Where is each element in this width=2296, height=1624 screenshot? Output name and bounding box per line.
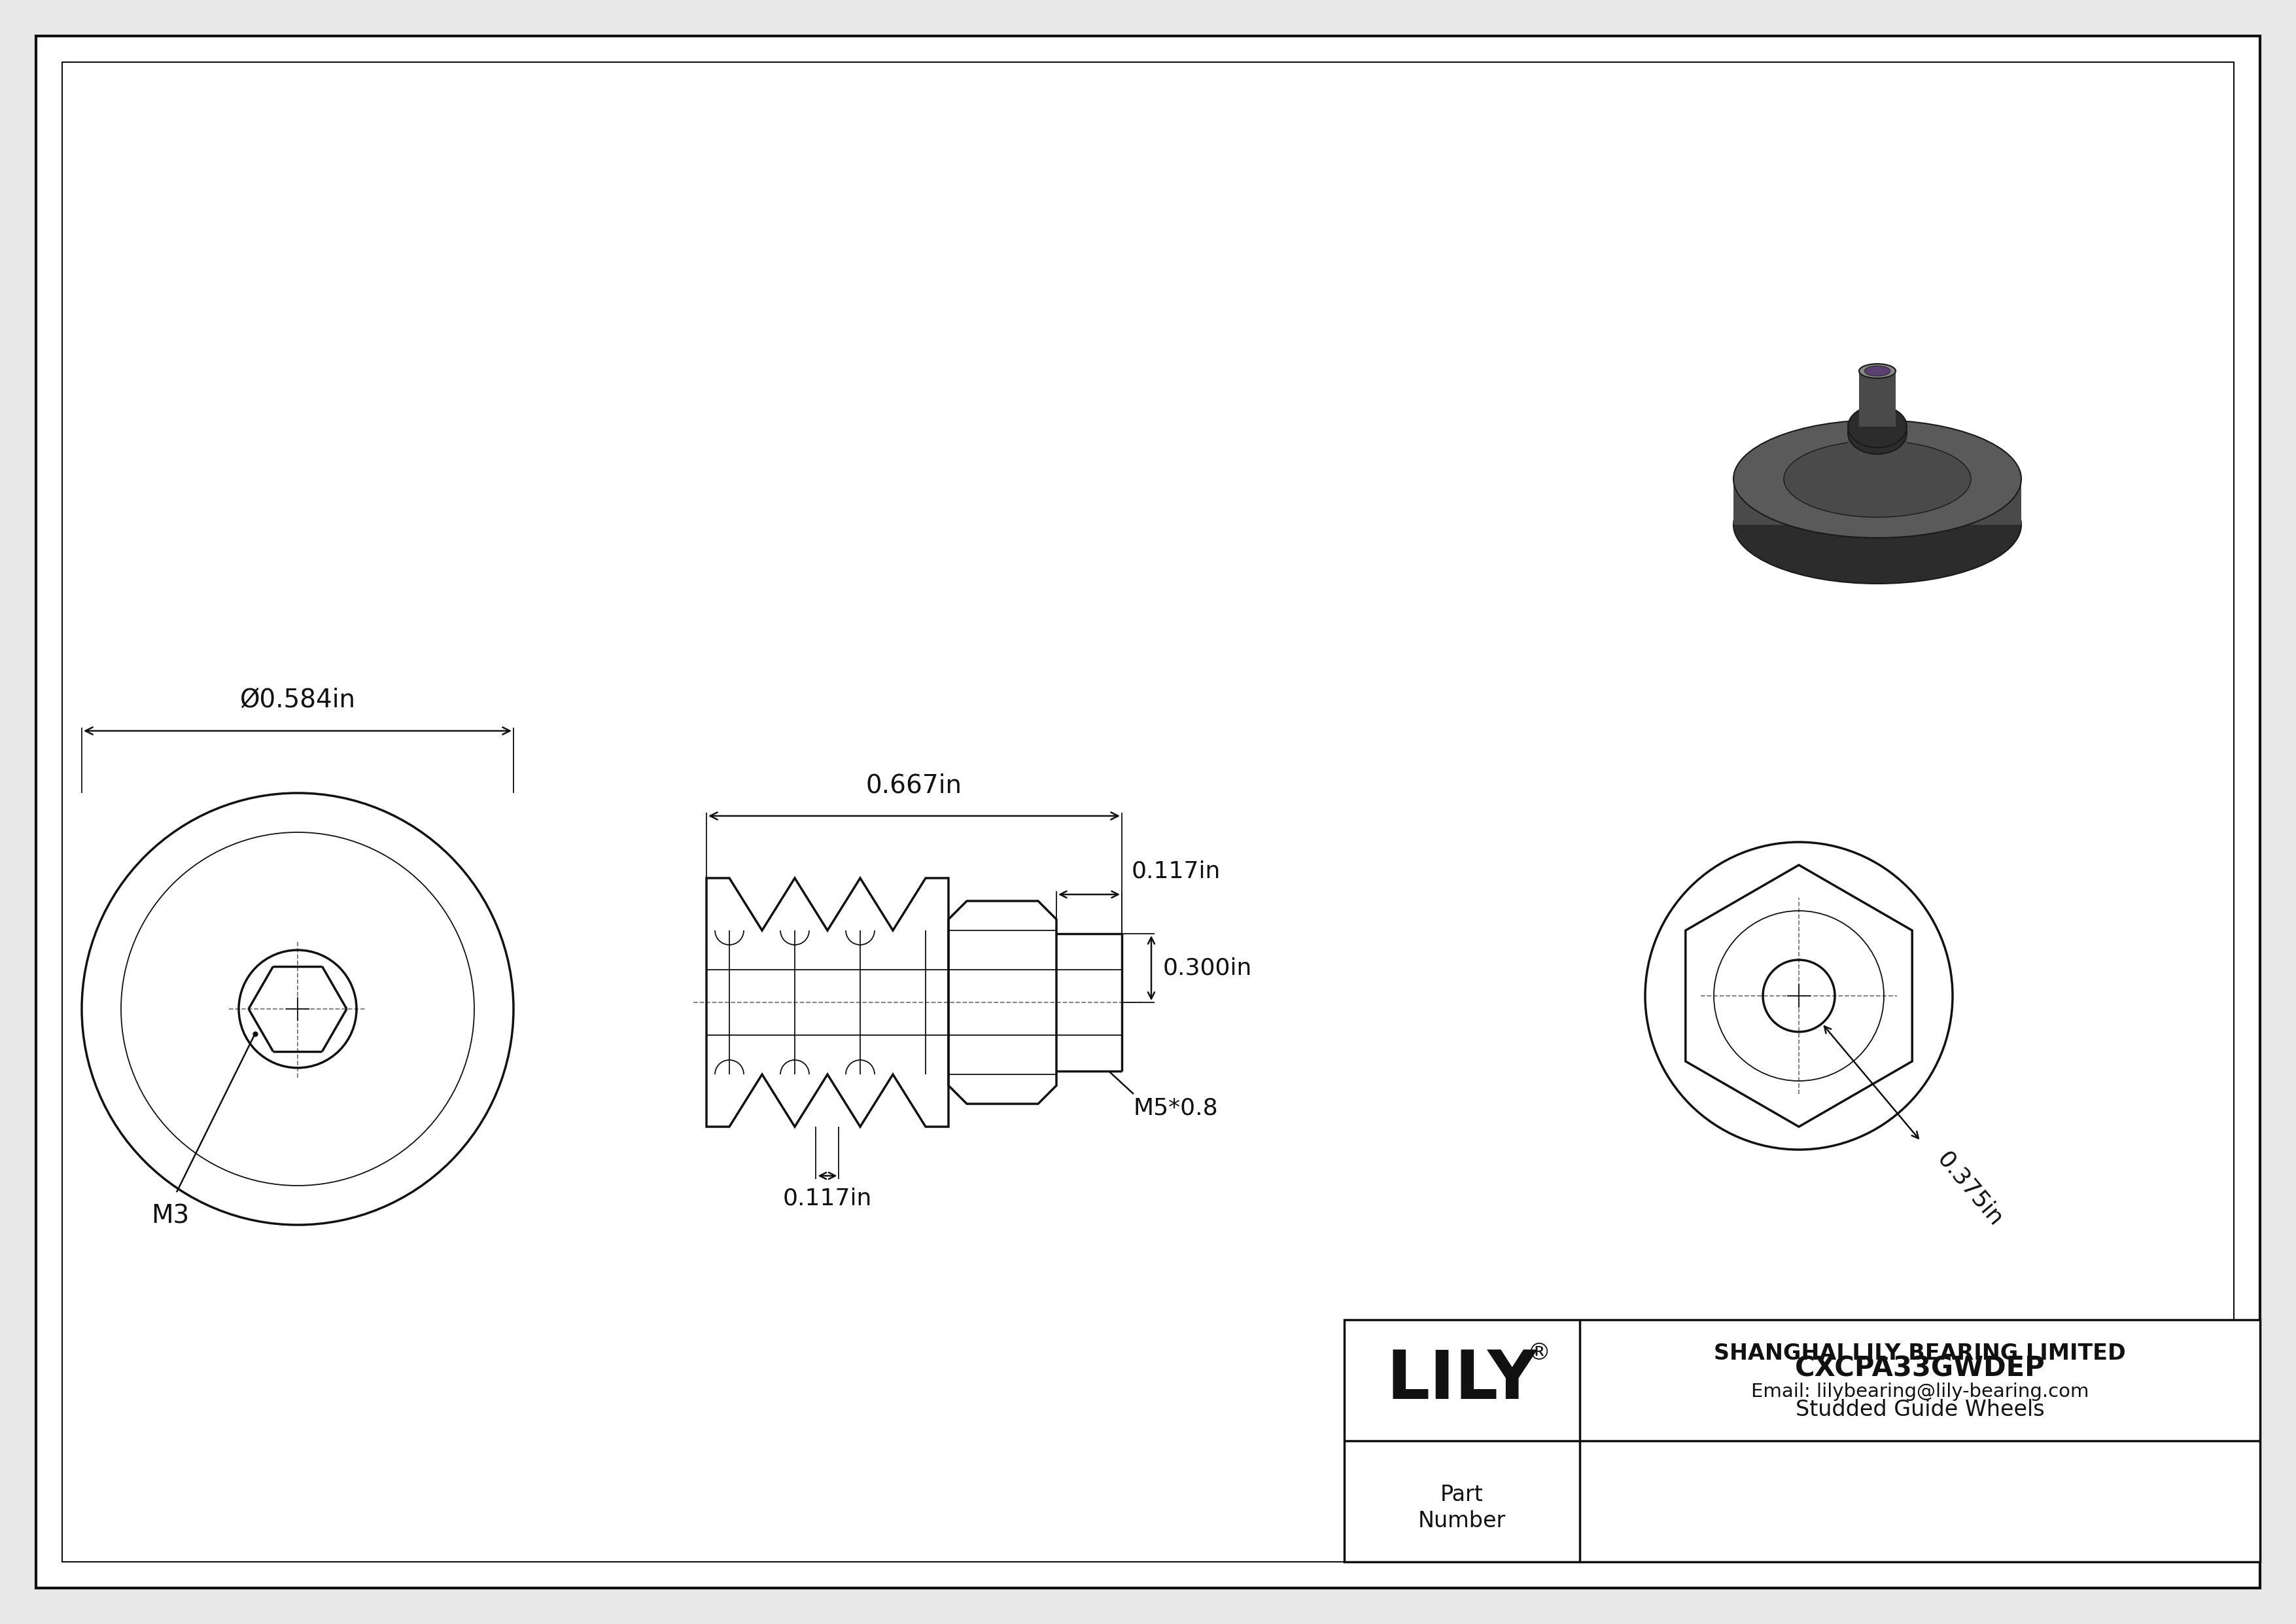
Ellipse shape bbox=[1784, 440, 1970, 516]
Bar bbox=[1860, 370, 1896, 427]
Ellipse shape bbox=[1733, 421, 2020, 538]
Bar bbox=[1848, 427, 1906, 479]
Text: Ø0.584in: Ø0.584in bbox=[239, 687, 356, 713]
Text: Email: lilybearing@lily-bearing.com: Email: lilybearing@lily-bearing.com bbox=[1752, 1382, 2089, 1402]
Text: CXCPA33GWDEP: CXCPA33GWDEP bbox=[1795, 1354, 2046, 1382]
Bar bbox=[1733, 479, 2020, 525]
Text: M3: M3 bbox=[152, 1203, 188, 1229]
Text: 0.117in: 0.117in bbox=[1132, 861, 1221, 883]
Ellipse shape bbox=[1848, 406, 1906, 448]
Text: 0.300in: 0.300in bbox=[1164, 957, 1251, 979]
Text: 0.117in: 0.117in bbox=[783, 1187, 872, 1210]
Text: Part: Part bbox=[1440, 1484, 1483, 1505]
Text: 0.375in: 0.375in bbox=[1933, 1148, 2007, 1231]
Ellipse shape bbox=[1848, 412, 1906, 455]
Ellipse shape bbox=[1733, 466, 2020, 583]
Bar bbox=[1343, 1320, 2259, 1562]
Text: LILY: LILY bbox=[1387, 1348, 1538, 1413]
Ellipse shape bbox=[1860, 364, 1896, 378]
Text: SHANGHAI LILY BEARING LIMITED: SHANGHAI LILY BEARING LIMITED bbox=[1713, 1343, 2126, 1364]
Text: Number: Number bbox=[1419, 1510, 1506, 1531]
Ellipse shape bbox=[1864, 365, 1890, 377]
Text: Studded Guide Wheels: Studded Guide Wheels bbox=[1795, 1398, 2043, 1419]
Text: ®: ® bbox=[1527, 1341, 1552, 1364]
Text: 0.667in: 0.667in bbox=[866, 773, 962, 797]
Text: M5*0.8: M5*0.8 bbox=[1134, 1098, 1219, 1119]
